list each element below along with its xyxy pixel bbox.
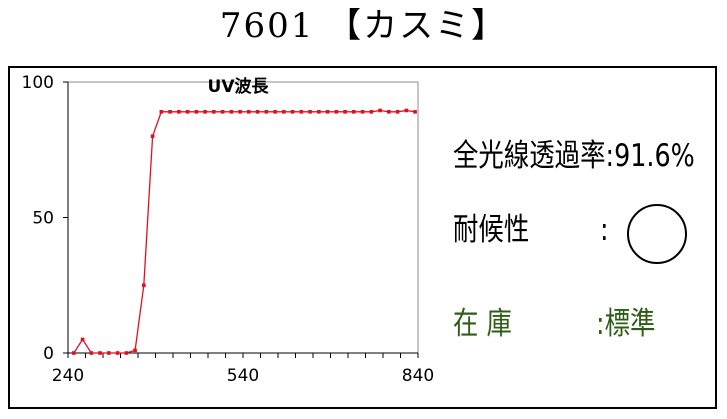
chart-frame <box>8 66 717 409</box>
data-point <box>133 348 137 353</box>
data-point <box>247 110 251 114</box>
data-point <box>80 337 85 342</box>
data-point <box>220 110 225 114</box>
data-point <box>72 351 76 355</box>
data-point <box>238 110 242 114</box>
weather-resistance-label: 耐候性 <box>453 212 530 248</box>
data-point <box>124 351 129 355</box>
data-point <box>413 110 417 114</box>
data-point <box>343 110 347 114</box>
chart-title: UV波長 <box>208 76 270 97</box>
data-point <box>168 110 172 114</box>
data-point <box>360 110 365 114</box>
data-point <box>255 110 260 114</box>
data-point <box>264 110 269 114</box>
data-point <box>352 110 356 114</box>
data-point <box>325 110 330 114</box>
data-point <box>98 351 102 355</box>
data-point <box>177 110 181 114</box>
uv-transmission-chart: 240 540 840 0 50 100 UV波長 <box>22 73 435 386</box>
total-light-transmittance: 全光線透過率:91.6% <box>453 138 695 174</box>
y-tick-label: 0 <box>43 344 54 364</box>
data-point <box>404 108 409 113</box>
stock-label: 在 庫 <box>453 306 512 342</box>
data-point <box>142 283 146 288</box>
data-point <box>229 110 234 114</box>
weather-resistance-separator: : <box>600 212 609 248</box>
data-point <box>212 110 216 114</box>
circle-icon <box>627 204 687 264</box>
data-point <box>185 110 190 114</box>
data-point <box>194 110 199 114</box>
data-point <box>203 110 207 114</box>
data-point <box>387 110 391 114</box>
data-point <box>395 110 400 114</box>
data-point <box>159 110 164 114</box>
data-point <box>273 110 277 114</box>
stock-value: :標準 <box>596 306 656 342</box>
x-tick-label: 540 <box>227 366 259 386</box>
data-point <box>89 351 94 355</box>
data-point <box>378 108 382 113</box>
y-tick-label: 50 <box>32 209 54 229</box>
data-point <box>308 110 312 114</box>
page-title: 7601 【カスミ】 <box>219 6 508 46</box>
plot-area <box>67 81 419 354</box>
data-point <box>150 134 155 138</box>
data-point <box>282 110 286 114</box>
data-point <box>334 110 339 114</box>
data-point <box>317 110 321 114</box>
data-point <box>107 351 111 355</box>
data-point <box>115 351 120 355</box>
x-tick-label: 840 <box>402 366 434 386</box>
data-point <box>369 110 374 114</box>
series-line <box>73 109 416 354</box>
x-tick-label: 240 <box>52 366 84 386</box>
data-point <box>290 110 295 114</box>
data-point <box>299 110 304 114</box>
y-tick-label: 100 <box>22 73 54 93</box>
